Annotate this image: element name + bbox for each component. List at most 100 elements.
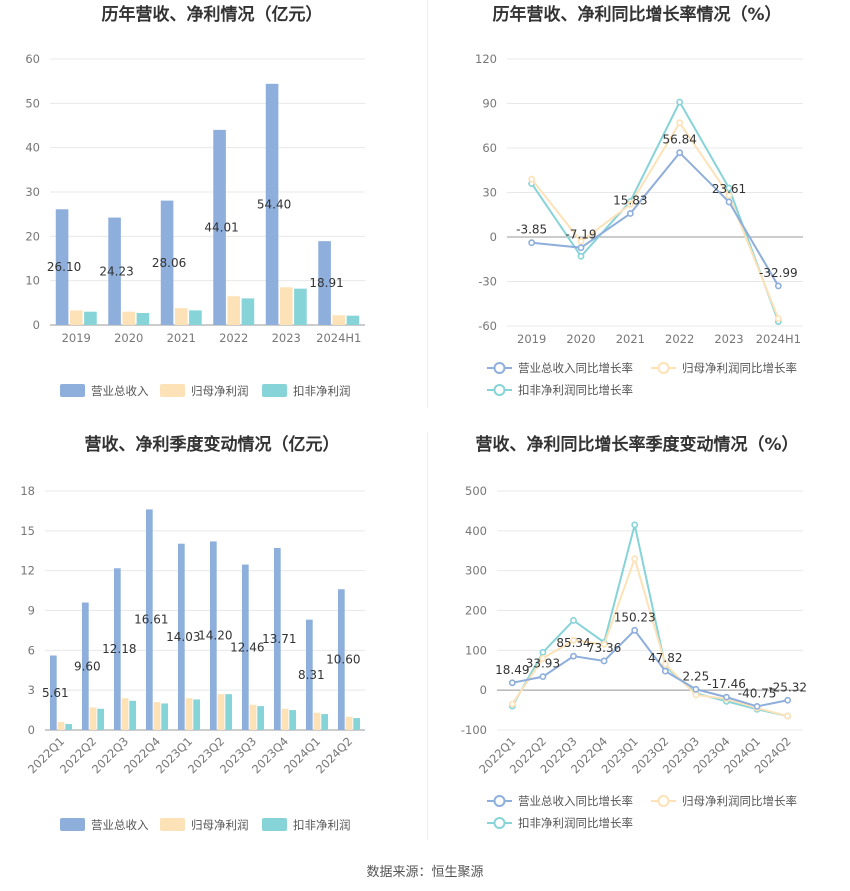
legend-swatch	[262, 818, 287, 831]
quarterly-revenue-profit-chart: 营收、净利季度变动情况（亿元） 0 3 6 9 12 15 18 2022Q1 2022Q2 202…	[0, 430, 425, 860]
bar-2022Q1-扣非净利润	[65, 724, 73, 730]
bar-2022-归母净利润	[227, 296, 241, 325]
bar-2023Q3-营业总收入	[241, 564, 249, 730]
y-tick-label: 0	[490, 230, 497, 244]
point-2023Q1-扣非净利润同比增长率	[631, 521, 639, 529]
data-label: 24.23	[99, 264, 133, 278]
y-tick-label: 500	[465, 484, 487, 498]
y-tick-label: 400	[465, 524, 487, 538]
data-label: 47.82	[648, 651, 682, 665]
y-tick-label: 100	[465, 643, 487, 657]
legend-label: 归母净利润同比增长率	[682, 361, 797, 375]
data-label: 2.25	[683, 669, 710, 683]
data-label: 5.61	[42, 686, 69, 700]
point-2023Q3-营业总收入同比增长率	[692, 685, 700, 693]
legend-marker	[657, 795, 670, 807]
point-2023-扣非净利润同比增长率	[725, 184, 733, 192]
legend-swatch	[60, 384, 85, 397]
point-2022Q2-扣非净利润同比增长率	[539, 648, 547, 656]
x-tick-label: 2019	[517, 332, 546, 346]
data-label: -7.19	[565, 228, 596, 242]
y-tick-label: 3	[28, 683, 35, 697]
chart-title: 历年营收、净利同比增长率情况（%）	[492, 4, 781, 25]
data-label: 15.83	[613, 194, 647, 208]
y-tick-label: 20	[25, 229, 40, 243]
legend-label: 扣非净利润	[293, 384, 351, 398]
data-label: 14.03	[166, 630, 200, 644]
point-2022Q4-归母净利润同比增长率	[600, 640, 608, 648]
point-2024H1-归母净利润同比增长率	[774, 315, 782, 322]
y-tick-label: 15	[20, 524, 35, 538]
y-tick-label: 12	[20, 564, 35, 578]
data-label: -32.99	[759, 266, 798, 280]
vertical-divider-top	[427, 0, 428, 408]
legend-label: 归母净利润同比增长率	[682, 794, 797, 808]
data-label: -25.32	[768, 680, 807, 694]
point-2023Q2-营业总收入同比增长率	[661, 667, 669, 675]
annual-revenue-profit-chart: 历年营收、净利情况（亿元） 0 10 20 30 40 50 60 2019 2020 2021 20…	[0, 0, 425, 430]
legend-marker	[493, 384, 506, 396]
legend-label: 扣非净利润同比增长率	[518, 383, 633, 397]
legend-marker	[657, 362, 670, 374]
bar-2023Q1-归母净利润	[185, 698, 193, 730]
point-2020-扣非净利润同比增长率	[577, 252, 585, 260]
data-label: 73.36	[587, 641, 621, 655]
bar-2020-营业总收入	[108, 217, 121, 325]
bar-2022Q2-营业总收入	[81, 602, 89, 730]
data-label: 23.61	[712, 182, 746, 196]
annual-revenue-profit-svg: 历年营收、净利情况（亿元） 0 10 20 30 40 50 60 2019 2020 2021 20…	[25, 4, 365, 398]
chart-title: 历年营收、净利情况（亿元）	[102, 4, 323, 25]
data-label: 12.46	[230, 640, 264, 654]
bar-2024Q1-营业总收入	[305, 619, 313, 730]
bar-2022Q3-营业总收入	[113, 568, 121, 730]
data-label: 13.71	[262, 632, 296, 646]
x-tick-label: 2022	[219, 331, 248, 345]
data-label: 12.18	[102, 642, 136, 656]
x-tick-label: 2024H1	[756, 332, 801, 346]
point-2022Q1-归母净利润同比增长率	[508, 700, 516, 708]
x-tick-label: 2019	[62, 331, 91, 345]
quarterly-growth-rate-chart: 营收、净利同比增长率季度变动情况（%） -100 0 100 200 300 400 500 2…	[425, 430, 850, 860]
x-tick-label: 2023	[714, 332, 743, 346]
bar-2020-归母净利润	[122, 311, 136, 325]
point-2020-营业总收入同比增长率	[577, 244, 585, 252]
bar-2022-营业总收入	[213, 129, 226, 325]
data-label: 10.60	[326, 653, 360, 667]
x-tick-label: 2023	[272, 331, 301, 345]
x-tick-label: 2022	[665, 332, 694, 346]
point-2022-归母净利润同比增长率	[676, 119, 684, 127]
legend-swatch	[60, 818, 85, 831]
y-tick-label: 10	[25, 274, 40, 288]
legend-swatch	[160, 384, 185, 397]
bar-2024Q2-扣非净利润	[353, 718, 361, 730]
y-tick-label: 300	[465, 564, 487, 578]
bar-2022Q2-归母净利润	[89, 707, 97, 730]
point-2021-归母净利润同比增长率	[626, 200, 634, 208]
y-tick-label: 60	[25, 52, 40, 66]
bar-2023Q2-营业总收入	[209, 541, 217, 730]
y-tick-label: 18	[20, 484, 35, 498]
data-label: 8.31	[298, 668, 325, 682]
point-2022Q3-营业总收入同比增长率	[570, 652, 577, 660]
bar-2022Q4-扣非净利润	[161, 703, 169, 730]
bar-2023Q2-扣非净利润	[225, 694, 233, 730]
y-tick-label: 60	[482, 141, 497, 155]
data-label: -17.46	[707, 677, 746, 691]
data-label: 56.84	[662, 133, 696, 147]
y-tick-label: 50	[25, 96, 40, 110]
point-2024Q2-归母净利润同比增长率	[784, 712, 792, 720]
legend-label: 营业总收入同比增长率	[518, 361, 633, 375]
legend-label: 营业总收入同比增长率	[518, 794, 633, 808]
point-2023Q4-营业总收入同比增长率	[723, 693, 730, 701]
bar-2021-扣非净利润	[189, 310, 202, 325]
point-2023-归母净利润同比增长率	[725, 192, 733, 199]
y-tick-label: -30	[478, 275, 497, 289]
series-line-归母净利润同比增长率	[511, 555, 788, 718]
bar-2024Q2-归母净利润	[345, 716, 353, 730]
legend-swatch	[160, 818, 185, 831]
y-tick-label: 120	[475, 52, 497, 66]
data-label: 33.93	[526, 657, 560, 671]
x-tick-label: 2024H1	[316, 331, 361, 345]
data-label: 9.60	[74, 659, 101, 673]
point-2022Q3-归母净利润同比增长率	[570, 636, 577, 644]
